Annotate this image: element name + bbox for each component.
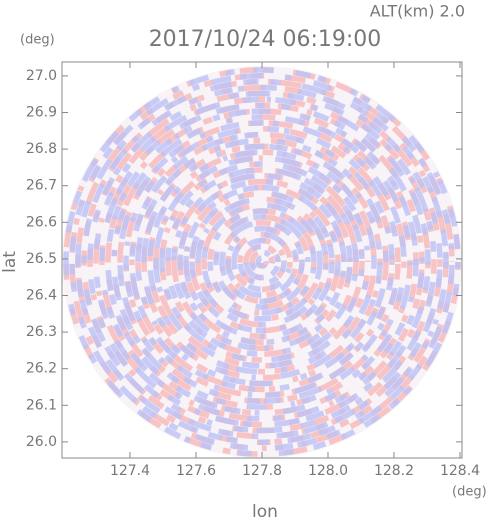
field-ring — [141, 143, 383, 381]
field-ring — [177, 178, 347, 346]
field-ring — [147, 149, 377, 375]
radar-field — [62, 66, 462, 458]
field-ring — [201, 202, 323, 322]
field-ring — [153, 155, 371, 369]
y-tick-label: 26.7 — [26, 178, 57, 194]
field-ring — [147, 149, 377, 375]
field-ring — [99, 102, 425, 422]
x-tick-label: 128.0 — [308, 463, 348, 479]
x-tick-label: 128.4 — [440, 463, 480, 479]
field-ring — [201, 202, 323, 322]
field-ring — [237, 237, 287, 287]
field-ring — [249, 249, 275, 275]
field-ring — [231, 231, 293, 293]
subtitle: ALT(km) 2.0 — [370, 2, 465, 21]
y-tick-label: 26.0 — [26, 434, 57, 450]
y-tick-label: 26.9 — [26, 105, 57, 121]
y-tick-label: 26.2 — [26, 361, 57, 377]
field-ring — [75, 78, 449, 446]
field-ring — [159, 161, 365, 363]
chart-title: 2017/10/24 06:19:00 — [149, 27, 382, 52]
x-axis-label: lon — [252, 502, 278, 521]
y-tick-label: 26.1 — [26, 397, 57, 413]
field-ring — [213, 214, 311, 310]
field-ring — [243, 243, 281, 281]
field-ring — [207, 208, 317, 316]
y-tick-label: 26.3 — [26, 324, 57, 340]
y-tick-label: 26.4 — [26, 288, 57, 304]
field-ring — [123, 125, 401, 399]
field-ring — [111, 114, 413, 410]
field-ring — [183, 184, 341, 340]
field-ring — [105, 108, 419, 416]
y-tick-label: 26.6 — [26, 214, 57, 230]
field-ring — [219, 220, 305, 304]
field-ring — [69, 73, 455, 451]
field-ring — [93, 96, 431, 428]
y-tick-label: 26.5 — [26, 251, 57, 267]
y-unit: (deg) — [20, 33, 55, 48]
field-ring — [159, 161, 365, 363]
field-ring — [63, 67, 461, 457]
y-axis-label: lat — [0, 251, 20, 273]
field-ring — [81, 84, 443, 440]
field-ring — [225, 225, 299, 299]
field-ring — [135, 137, 389, 387]
field-ring — [117, 120, 407, 404]
field-ring — [231, 231, 293, 293]
y-tick-label: 27.0 — [26, 68, 57, 84]
field-ring — [171, 173, 353, 351]
x-unit: (deg) — [452, 485, 487, 500]
field-ring — [195, 196, 329, 328]
x-tick-label: 127.4 — [110, 463, 150, 479]
y-tick-label: 26.8 — [26, 141, 57, 157]
x-tick-label: 127.6 — [176, 463, 216, 479]
x-tick-label: 128.2 — [374, 463, 414, 479]
field-ring — [87, 90, 437, 434]
field-ring — [189, 190, 335, 334]
x-tick-label: 127.8 — [242, 463, 282, 479]
field-ring — [165, 167, 359, 357]
field-ring — [129, 131, 395, 393]
field-ring — [255, 255, 269, 269]
